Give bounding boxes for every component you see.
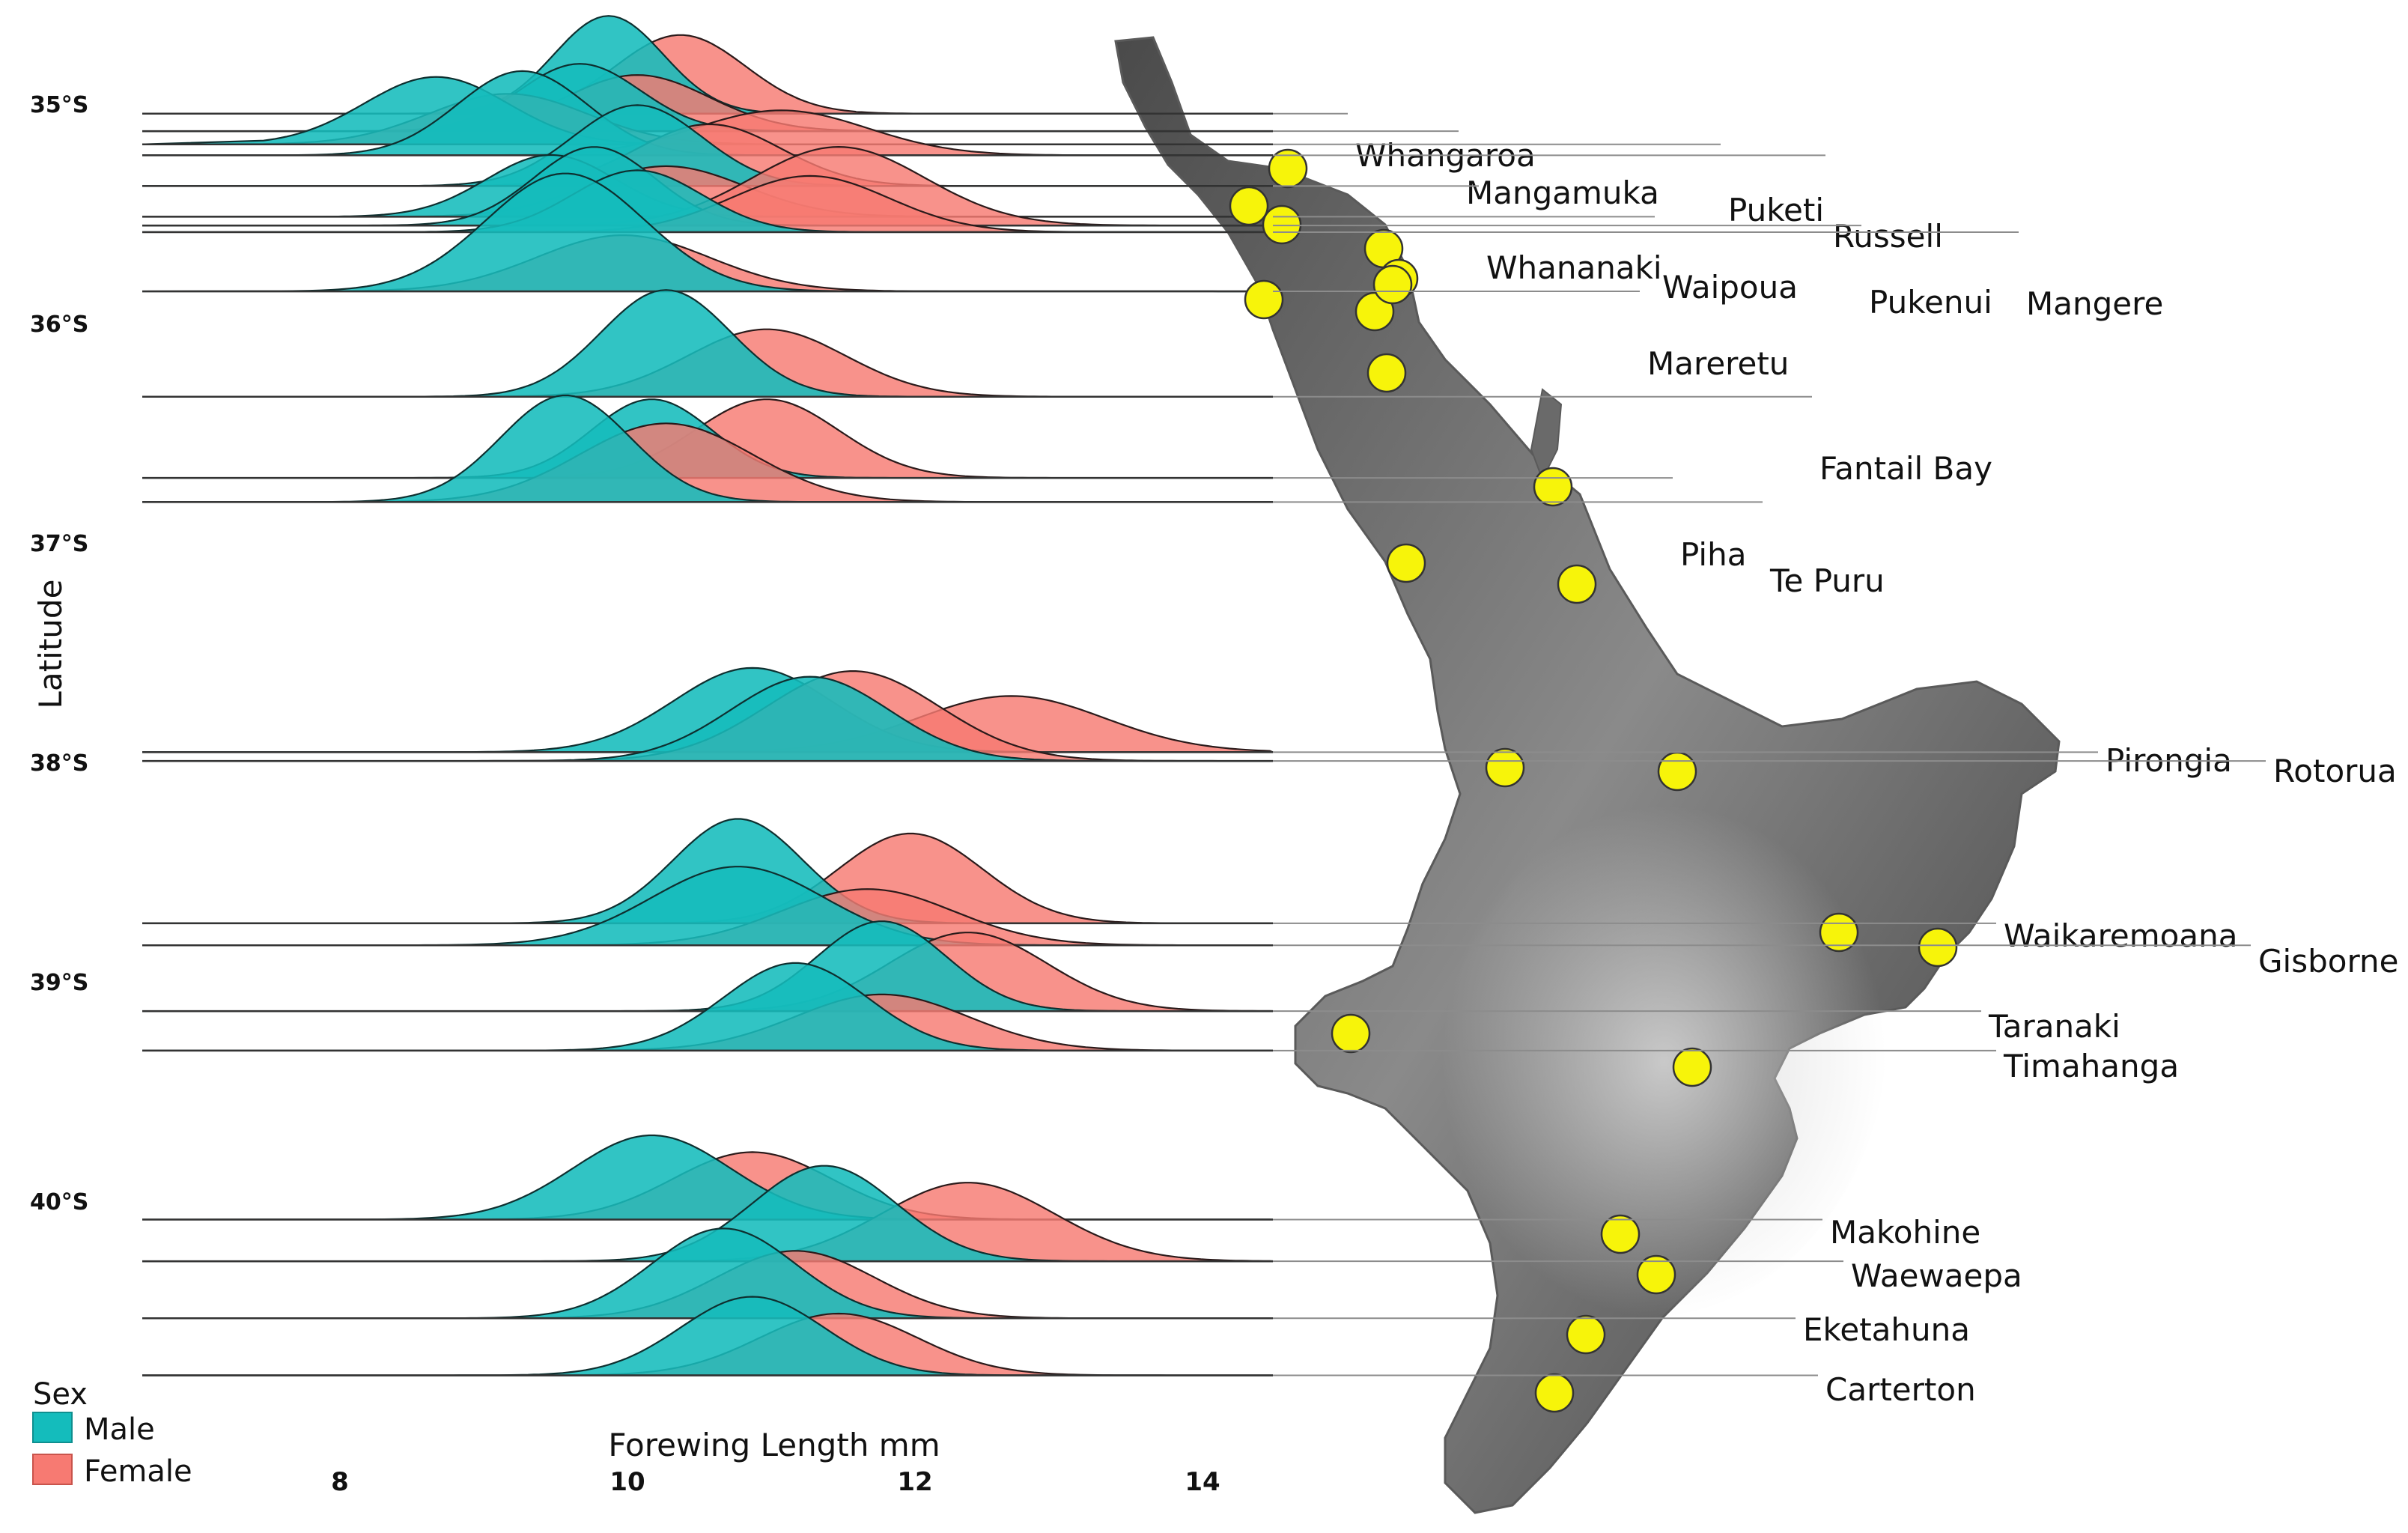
legend-swatch-male	[32, 1412, 73, 1443]
site-point	[1533, 467, 1573, 507]
density-female	[142, 422, 1274, 503]
site-point	[1386, 543, 1426, 583]
density-male	[142, 1134, 1274, 1221]
x-tick-label: 8	[331, 1467, 349, 1497]
site-label: Mangere	[2026, 285, 2163, 322]
density-male	[142, 866, 1274, 947]
legend-label-male: Male	[84, 1412, 155, 1447]
site-label: Pukenui	[1869, 284, 1992, 321]
ridge-makohine	[142, 1134, 1274, 1221]
latitude-tick-label: 35°S	[30, 92, 88, 118]
site-label: Russell	[1833, 218, 1943, 255]
legend-label-female: Female	[84, 1454, 192, 1489]
site-label: Waewaepa	[1851, 1257, 2022, 1294]
site-label: Waikaremoana	[2004, 917, 2237, 954]
latitude-tick-label: 36°S	[30, 312, 88, 338]
site-label: Puketi	[1728, 192, 1824, 228]
x-tick-label: 12	[897, 1467, 932, 1497]
legend: Sex Male Female	[32, 1377, 192, 1489]
site-point	[1485, 747, 1525, 788]
latitude-tick-label: 37°S	[30, 531, 88, 557]
ridge-mangere	[142, 169, 1274, 234]
ridge-timahanga	[142, 962, 1274, 1052]
site-point	[1331, 1013, 1371, 1054]
site-point	[1372, 264, 1413, 305]
ridge-mareretu	[142, 172, 1274, 293]
site-point	[1366, 353, 1407, 393]
site-label: Waipoua	[1662, 269, 1798, 306]
x-tick-label: 10	[609, 1467, 645, 1497]
legend-swatch-female	[32, 1454, 73, 1485]
ridge-gisborne	[142, 866, 1274, 947]
site-label: Carterton	[1825, 1371, 1976, 1408]
site-label: Rotorua	[2273, 753, 2397, 789]
site-point	[1636, 1254, 1676, 1295]
latitude-tick-label: 39°S	[30, 970, 88, 996]
latitude-tick-label: 38°S	[30, 750, 88, 777]
site-label: Taranaki	[1988, 1008, 2120, 1045]
density-male	[142, 289, 1274, 398]
ridgeline-plot	[142, 15, 1274, 1376]
latitude-tick-labels: 35°S 36°S 37°S 38°S 39°S 40°S	[30, 92, 88, 1215]
site-label: Makohine	[1830, 1214, 1980, 1251]
site-point	[1557, 564, 1597, 604]
legend-title: Sex	[33, 1377, 88, 1412]
ridge-fantail-bay	[142, 289, 1274, 398]
site-point	[1600, 1214, 1641, 1254]
ridge-carterton	[142, 1296, 1274, 1376]
site-label: Te Puru	[1769, 562, 1885, 599]
site-point	[1672, 1047, 1712, 1087]
site-point	[1918, 927, 1958, 968]
ridge-te-puru	[142, 394, 1274, 503]
site-label: Mareretu	[1647, 345, 1789, 382]
site-label: Fantail Bay	[1819, 450, 1992, 487]
site-point	[1268, 148, 1308, 189]
x-axis-title: Forewing Length mm	[608, 1427, 940, 1463]
site-label: Whananaki	[1486, 249, 1662, 286]
site-label: Gisborne	[2258, 943, 2398, 980]
x-tick-labels: 8 10 12 14	[331, 1467, 1220, 1497]
ridge-rotorua	[142, 670, 1274, 762]
site-label: Timahanga	[2003, 1048, 2179, 1084]
site-label: Mangamuka	[1466, 174, 1659, 211]
site-label: Eketahuna	[1803, 1311, 1970, 1348]
site-point	[1566, 1314, 1606, 1355]
y-axis-title: Latitude	[32, 580, 69, 709]
site-label: Piha	[1680, 536, 1746, 573]
site-point	[1534, 1373, 1575, 1413]
site-point	[1229, 186, 1269, 226]
site-point	[1244, 279, 1284, 320]
site-point	[1657, 751, 1697, 792]
latitude-tick-label: 40°S	[30, 1189, 88, 1215]
site-point	[1262, 204, 1302, 245]
x-tick-label: 14	[1185, 1467, 1220, 1497]
